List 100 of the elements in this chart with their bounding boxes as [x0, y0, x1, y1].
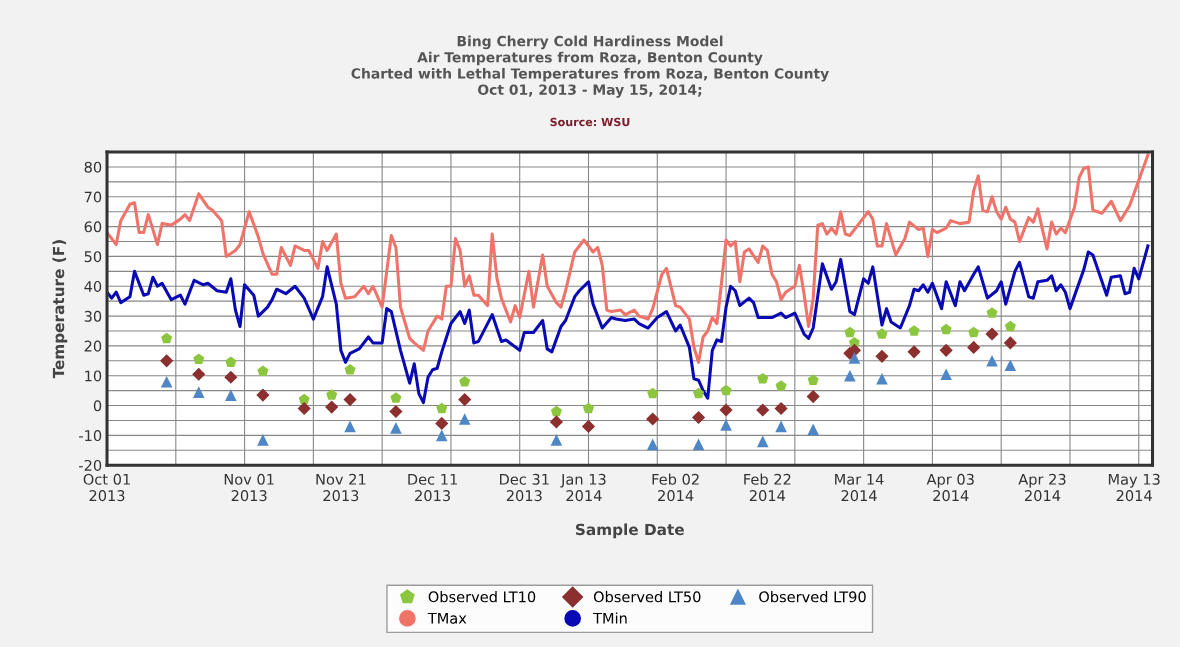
point [693, 387, 705, 399]
point [582, 402, 595, 414]
x-tick-label: Dec 31 2013 [500, 473, 549, 502]
x-tick-label: Oct 01 2013 [83, 473, 130, 502]
y-tick-label: 30 [84, 310, 102, 322]
point [646, 412, 660, 426]
point [875, 349, 889, 363]
point [774, 401, 788, 416]
point [908, 325, 920, 336]
point [459, 375, 471, 387]
point [806, 390, 820, 404]
point [225, 389, 237, 401]
point [550, 405, 562, 417]
point [1004, 359, 1017, 372]
y-tick-label: 20 [84, 340, 102, 352]
y-axis-title: Temperature (F) [52, 240, 68, 379]
point [390, 422, 402, 434]
x-tick-label: Apr 23 2014 [1018, 473, 1066, 502]
point [876, 372, 888, 385]
x-tick-label: Feb 02 2014 [652, 473, 699, 502]
point [160, 354, 174, 368]
x-tick-label: Dec 11 2013 [408, 473, 457, 502]
x-tick-label: Apr 03 2014 [926, 473, 974, 502]
legend-label: Observed LT90 [759, 591, 866, 603]
point [343, 392, 357, 407]
x-tick-label: Jan 13 2014 [560, 473, 606, 502]
y-tick-label: 50 [84, 251, 102, 263]
point [692, 438, 705, 451]
y-tick-label: 40 [84, 280, 102, 292]
legend-label: Observed LT50 [593, 591, 701, 603]
point [225, 356, 237, 367]
point [967, 340, 981, 354]
point [326, 389, 338, 400]
point [986, 307, 998, 318]
point [435, 429, 448, 442]
point [940, 368, 952, 381]
point [256, 388, 270, 402]
point [192, 367, 206, 381]
point [968, 326, 980, 338]
legend-label: TMax [427, 612, 467, 624]
point [844, 369, 856, 382]
chart-title: Bing Cherry Cold Hardiness Model Air Temperatures from Roza, Benton County Charted with Lethal Temperatures from Roza, Benton County Oct 01, 2013 - May 15, 2014; [351, 35, 829, 98]
line-series [107, 153, 1150, 364]
point [940, 323, 952, 335]
point [161, 332, 173, 344]
point [985, 327, 999, 341]
point [844, 326, 856, 338]
point [298, 393, 310, 405]
source-note: Source: WSU [550, 117, 630, 127]
point [325, 400, 339, 414]
point [344, 363, 356, 375]
point [389, 404, 403, 419]
point [807, 423, 819, 436]
y-tick-label: -20 [79, 459, 102, 471]
y-tick-label: -10 [79, 430, 102, 442]
y-tick-label: 10 [85, 370, 102, 382]
point [257, 434, 269, 446]
point [390, 392, 402, 403]
point [297, 401, 311, 416]
y-tick-label: 60 [84, 221, 102, 233]
point [458, 413, 471, 425]
point [719, 403, 733, 417]
point [691, 410, 706, 425]
point [257, 365, 269, 376]
point [549, 415, 563, 429]
point [1004, 320, 1016, 332]
y-tick-label: 80 [84, 161, 102, 173]
point [939, 343, 953, 357]
point [756, 435, 769, 448]
point [192, 386, 205, 398]
point [435, 416, 449, 431]
y-tick-label: 70 [84, 191, 102, 203]
legend-label: TMin [593, 612, 627, 624]
legend-label: Observed LT10 [428, 591, 536, 603]
point [720, 384, 732, 396]
point [160, 375, 173, 388]
point [581, 419, 596, 434]
point [224, 370, 238, 384]
point [436, 402, 448, 414]
point [550, 434, 563, 446]
x-tick-label: Mar 14 2014 [835, 473, 884, 502]
point [848, 352, 861, 364]
point [1003, 336, 1017, 350]
point [458, 392, 472, 407]
x-tick-label: May 13 2014 [1108, 473, 1160, 502]
point [775, 380, 787, 391]
point [775, 420, 787, 433]
x-tick-label: Nov 01 2013 [224, 473, 274, 502]
point [907, 345, 921, 359]
x-tick-label: Nov 21 2013 [316, 473, 366, 502]
point [756, 403, 770, 417]
point [757, 372, 769, 384]
point [647, 387, 659, 399]
point [720, 419, 732, 431]
point [876, 328, 888, 339]
x-tick-label: Feb 22 2014 [744, 473, 791, 502]
y-tick-label: 0 [93, 400, 102, 412]
x-axis-title: Sample Date [575, 523, 684, 539]
point [193, 353, 205, 365]
point [807, 374, 819, 385]
